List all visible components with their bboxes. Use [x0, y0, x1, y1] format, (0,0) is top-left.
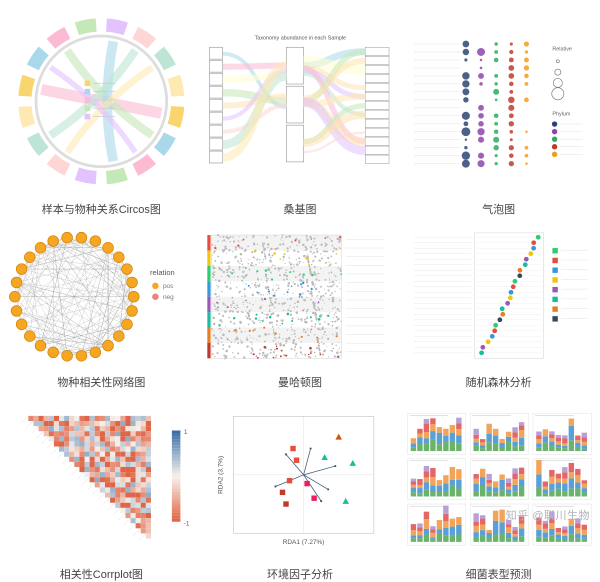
chart-corr: 1 -1	[4, 394, 199, 564]
cell-sankey: Taxonomy abundance in each Sample 桑基图	[203, 4, 398, 217]
svg-text:-1: -1	[184, 520, 190, 527]
svg-text:neg: neg	[163, 294, 174, 301]
cell-network: relation pos neg 物种相关性网络图	[4, 221, 199, 390]
caption-network: 物种相关性网络图	[57, 374, 145, 390]
chart-pheno	[401, 394, 596, 564]
caption-sankey: 桑基图	[283, 201, 316, 217]
cell-rf: 随机森林分析	[401, 221, 596, 390]
chart-network: relation pos neg	[4, 221, 199, 372]
cell-env: RDA1 (7.27%) RDA2 (3.7%) 环境因子分析	[203, 394, 398, 582]
watermark: 知乎 @联川生物	[506, 507, 590, 523]
caption-circos: 样本与物种关系Circos图	[42, 201, 161, 217]
cell-circos: 样本与物种关系Circos图	[4, 4, 199, 217]
chart-env: RDA1 (7.27%) RDA2 (3.7%)	[203, 394, 398, 564]
caption-bubble: 气泡图	[482, 201, 515, 217]
caption-manhattan: 曼哈顿图	[278, 374, 322, 390]
svg-text:pos: pos	[163, 283, 173, 290]
caption-rf: 随机森林分析	[466, 374, 532, 390]
svg-text:RDA2 (3.7%): RDA2 (3.7%)	[217, 456, 224, 494]
svg-text:Relative: Relative	[553, 46, 572, 52]
chart-rf	[401, 221, 596, 372]
cell-pheno: 细菌表型预测	[401, 394, 596, 582]
chart-circos	[4, 4, 199, 199]
cell-manhattan: 曼哈顿图	[203, 221, 398, 390]
svg-text:RDA1 (7.27%): RDA1 (7.27%)	[282, 539, 324, 546]
chart-grid: 样本与物种关系Circos图 Taxonomy abundance in eac…	[0, 0, 600, 510]
caption-pheno: 细菌表型预测	[466, 566, 532, 582]
chart-manhattan	[203, 221, 398, 372]
cell-corr: 1 -1 相关性Corrplot图	[4, 394, 199, 582]
svg-text:relation: relation	[150, 268, 175, 277]
chart-sankey: Taxonomy abundance in each Sample	[203, 4, 398, 199]
svg-text:Taxonomy abundance in each Sam: Taxonomy abundance in each Sample	[254, 36, 345, 42]
cell-bubble: Relative Phylum 气泡图	[401, 4, 596, 217]
svg-text:1: 1	[184, 429, 188, 436]
caption-env: 环境因子分析	[267, 566, 333, 582]
caption-corr: 相关性Corrplot图	[60, 566, 143, 582]
svg-text:Phylum: Phylum	[553, 111, 571, 117]
chart-bubble: Relative Phylum	[401, 4, 596, 199]
